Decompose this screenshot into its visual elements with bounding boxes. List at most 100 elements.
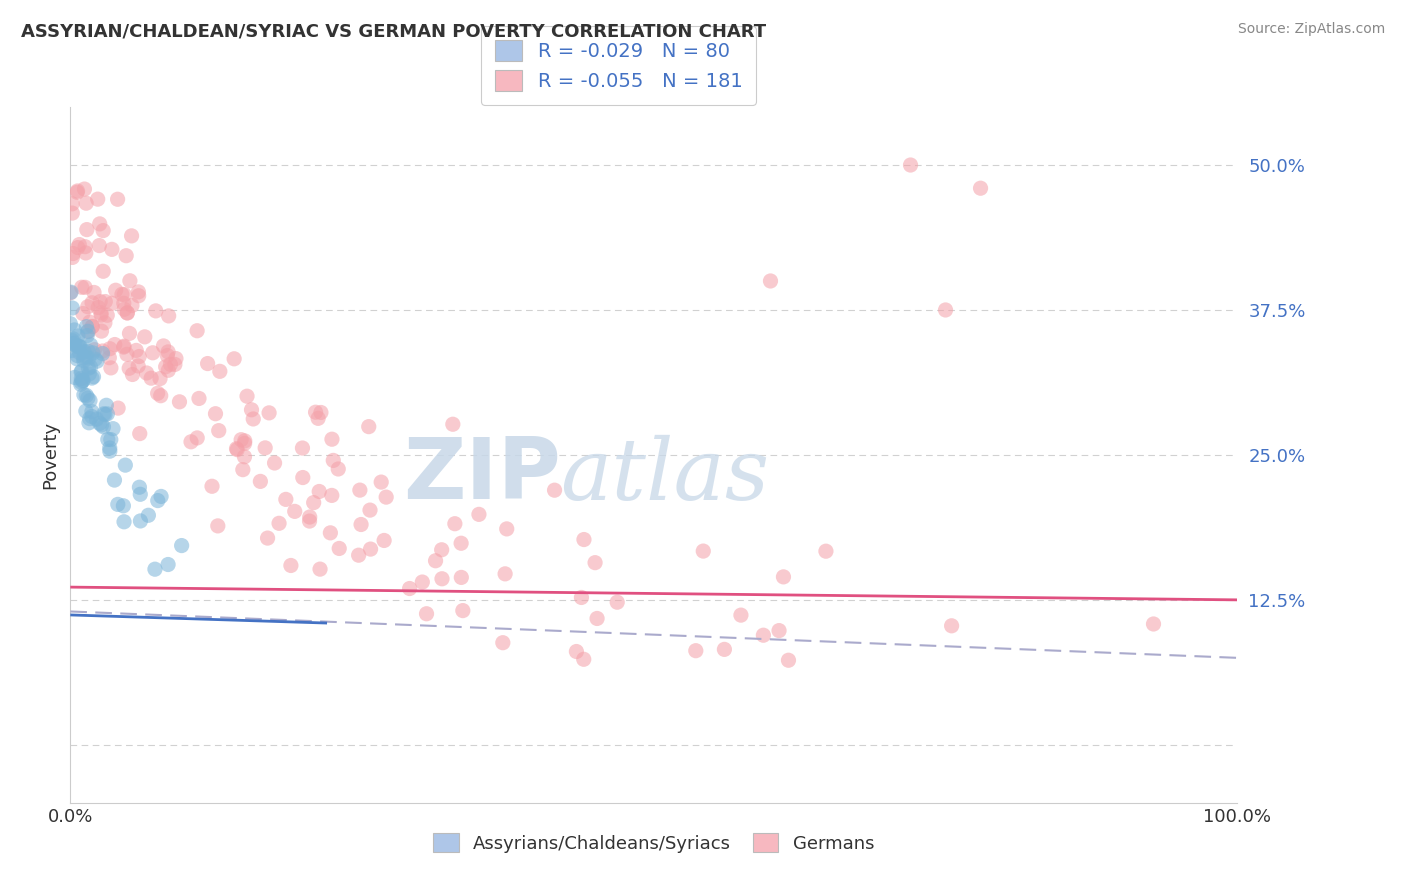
Point [146,386,169,401]
Point [284,504,307,518]
Point [586,611,609,625]
Point [280,558,302,573]
Point [186,431,208,445]
Point [225,442,247,456]
Point [350,517,373,532]
Point [254,441,277,455]
Point [941,619,963,633]
Point [76,319,98,334]
Point [72,307,94,321]
Point [583,556,606,570]
Point [685,643,707,657]
Point [89,238,111,252]
Point [66,184,89,198]
Point [112,287,135,301]
Point [411,575,433,590]
Point [321,432,343,446]
Point [565,644,588,658]
Point [79,315,101,329]
Point [73,388,96,402]
Point [128,426,150,441]
Point [76,328,98,343]
Point [606,595,628,609]
Point [75,350,97,364]
Point [93,419,115,434]
Point [104,283,127,297]
Point [100,360,122,375]
Point [84,352,107,367]
Point [730,608,752,623]
Point [121,298,143,312]
Point [121,228,143,243]
Point [101,296,124,310]
Point [75,196,97,211]
Point [91,223,114,237]
Point [309,405,332,419]
Point [86,354,108,368]
Point [150,490,173,504]
Point [112,339,135,353]
Point [360,542,382,557]
Point [373,533,395,548]
Point [291,441,314,455]
Point [96,407,118,421]
Point [79,393,101,408]
Point [307,411,329,425]
Point [249,475,271,489]
Point [713,642,735,657]
Point [267,516,290,531]
Point [66,241,89,255]
Point [107,401,129,416]
Point [121,368,143,382]
Point [70,371,93,385]
Point [257,406,280,420]
Point [115,249,138,263]
Point [72,373,94,387]
Point [82,369,104,384]
Point [100,433,122,447]
Point [201,479,224,493]
Point [90,417,112,432]
Point [86,412,108,426]
Point [224,351,246,366]
Point [692,544,714,558]
Point [135,366,157,380]
Point [69,340,91,354]
Point [67,339,90,353]
Point [759,274,782,288]
Point [90,306,112,320]
Point [112,515,135,529]
Point [778,653,800,667]
Point [70,375,93,389]
Point [98,351,121,365]
Point [101,243,124,257]
Point [142,346,165,360]
Point [75,388,97,402]
Point [112,302,135,317]
Point [80,409,103,424]
Point [91,264,114,278]
Point [240,402,263,417]
Point [969,181,991,195]
Point [900,158,922,172]
Point [62,336,84,351]
Point [357,419,380,434]
Point [94,316,117,330]
Point [146,493,169,508]
Point [114,458,136,472]
Point [62,246,84,260]
Point [204,407,226,421]
Point [155,359,177,374]
Point [69,346,91,360]
Point [129,487,152,501]
Point [128,480,150,494]
Point [98,441,121,455]
Point [90,324,112,338]
Point [233,436,256,450]
Point [430,542,453,557]
Point [82,319,104,334]
Point [79,411,101,425]
Point [67,340,90,354]
Point [94,408,117,422]
Point [180,434,202,449]
